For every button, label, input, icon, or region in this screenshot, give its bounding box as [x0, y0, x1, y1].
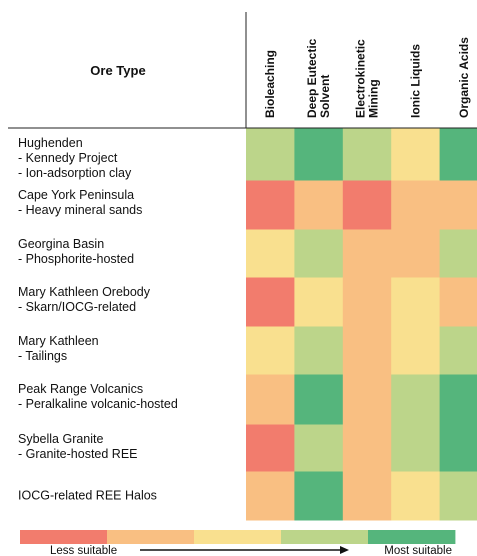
row-label-line: - Phosphorite-hosted	[18, 252, 134, 266]
heatmap-cell	[294, 424, 344, 472]
row-label-line: Mary Kathleen Orebody	[18, 285, 151, 299]
column-header: Organic Acids	[457, 37, 471, 118]
heatmap-cell	[294, 326, 344, 375]
heatmap-cell	[439, 180, 477, 230]
legend: Less suitable Most suitable	[20, 530, 456, 556]
row-label: Mary Kathleen- Tailings	[18, 334, 99, 363]
row-labels: Hughenden- Kennedy Project- Ion-adsorpti…	[18, 136, 178, 503]
heatmap-cell	[294, 277, 344, 327]
heatmap-cell	[342, 374, 392, 425]
legend-swatch	[194, 530, 282, 544]
heatmap-row	[246, 424, 477, 472]
heatmap-cell	[342, 229, 392, 278]
heatmap-cell	[246, 471, 295, 521]
heatmap-row	[246, 229, 477, 278]
heatmap-cell	[391, 471, 441, 521]
heatmap-cell	[342, 471, 392, 521]
heatmap-cell	[294, 471, 344, 521]
heatmap-cell	[246, 424, 295, 472]
row-label-line: - Tailings	[18, 349, 67, 363]
column-header: Electrokinetic Mining	[354, 39, 381, 118]
row-label-line: - Heavy mineral sands	[18, 203, 142, 217]
heatmap-cell	[391, 180, 441, 230]
column-header-line: Electrokinetic	[354, 39, 368, 118]
row-label: Georgina Basin- Phosphorite-hosted	[18, 237, 134, 266]
row-label-line: - Peralkaline volcanic-hosted	[18, 397, 178, 411]
heatmap-cell	[391, 229, 441, 278]
heatmap-row	[246, 128, 477, 181]
heatmap-cell	[439, 374, 477, 425]
heatmap-row	[246, 277, 477, 327]
heatmap-cells	[246, 128, 477, 521]
row-label: Hughenden- Kennedy Project- Ion-adsorpti…	[18, 136, 132, 180]
row-label: Peak Range Volcanics - Peralkaline volca…	[18, 382, 178, 411]
legend-swatch	[368, 530, 456, 544]
heatmap-cell	[342, 128, 392, 181]
legend-high-label: Most suitable	[384, 545, 452, 556]
heatmap-cell	[342, 326, 392, 375]
row-label: Sybella Granite - Granite-hosted REE	[18, 432, 138, 461]
column-header-line: Bioleaching	[263, 50, 277, 118]
heatmap-row	[246, 374, 477, 425]
row-label-line: Peak Range Volcanics	[18, 382, 143, 396]
heatmap-cell	[246, 326, 295, 375]
row-label-line: Hughenden	[18, 136, 83, 150]
row-label-line: Georgina Basin	[18, 237, 104, 251]
heatmap-cell	[246, 229, 295, 278]
heatmap-cell	[246, 374, 295, 425]
column-header-line: Organic Acids	[457, 37, 471, 118]
heatmap-cell	[439, 471, 477, 521]
column-header: Ionic Liquids	[408, 44, 422, 118]
row-label-line: - Ion-adsorption clay	[18, 166, 132, 180]
heatmap-cell	[439, 277, 477, 327]
row-label-line: Sybella Granite	[18, 432, 104, 446]
heatmap-cell	[391, 277, 441, 327]
legend-swatch	[20, 530, 108, 544]
column-header: Deep Eutectic Solvent	[305, 38, 332, 118]
row-label-line: - Skarn/IOCG-related	[18, 300, 136, 314]
column-header-line: Deep Eutectic	[305, 38, 319, 118]
legend-arrow-head	[340, 546, 349, 554]
row-label: IOCG-related REE Halos	[18, 489, 157, 503]
column-header: Bioleaching	[263, 50, 277, 118]
column-header-line: Mining	[367, 79, 381, 118]
heatmap-cell	[342, 277, 392, 327]
heatmap-cell	[391, 374, 441, 425]
row-label-line: IOCG-related REE Halos	[18, 489, 157, 503]
heatmap-cell	[294, 229, 344, 278]
heatmap-cell	[294, 180, 344, 230]
heatmap-cell	[391, 424, 441, 472]
heatmap-cell	[439, 229, 477, 278]
legend-swatch	[281, 530, 369, 544]
row-label: Cape York Peninsula- Heavy mineral sands	[18, 188, 142, 217]
heatmap-cell	[439, 128, 477, 181]
row-label-line: Mary Kathleen	[18, 334, 99, 348]
header-rules	[8, 12, 477, 129]
column-header-line: Solvent	[318, 75, 332, 118]
heatmap-cell	[342, 180, 392, 230]
heatmap-cell	[391, 128, 441, 181]
row-label: Mary Kathleen Orebody- Skarn/IOCG-relate…	[18, 285, 151, 314]
ore-type-header: Ore Type	[90, 63, 145, 78]
legend-swatch	[107, 530, 195, 544]
heatmap-row	[246, 326, 477, 375]
heatmap-cell	[342, 424, 392, 472]
column-headers: Bioleaching Deep Eutectic Solvent Electroki…	[263, 37, 471, 118]
heatmap-cell	[439, 424, 477, 472]
heatmap-cell	[391, 326, 441, 375]
row-label-line: - Granite-hosted REE	[18, 447, 138, 461]
row-label-line: Cape York Peninsula	[18, 188, 134, 202]
row-label-line: - Kennedy Project	[18, 151, 118, 165]
heatmap-cell	[246, 128, 295, 181]
heatmap-row	[246, 180, 477, 230]
heatmap-cell	[246, 180, 295, 230]
legend-low-label: Less suitable	[50, 545, 117, 556]
column-header-line: Ionic Liquids	[408, 44, 422, 118]
heatmap-cell	[294, 374, 344, 425]
heatmap-cell	[294, 128, 344, 181]
heatmap-row	[246, 471, 477, 521]
heatmap-cell	[246, 277, 295, 327]
heatmap-cell	[439, 326, 477, 375]
